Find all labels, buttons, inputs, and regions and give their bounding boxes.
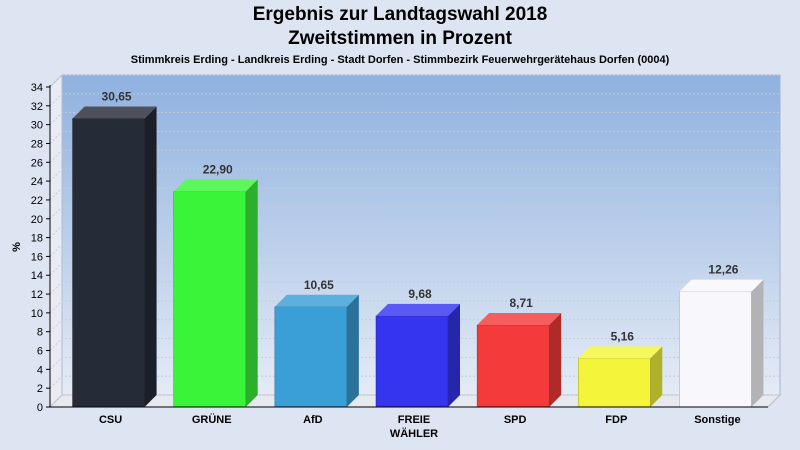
chart-title: Ergebnis zur Landtagswahl 2018	[252, 4, 548, 25]
bar-side	[751, 279, 764, 407]
x-tick-label: CSU	[99, 414, 122, 426]
y-tick-label: 28	[31, 138, 43, 150]
value-label: 8,71	[509, 296, 533, 310]
bar-top	[173, 179, 258, 192]
bar-side	[448, 303, 460, 407]
bar-freie-wähler	[375, 303, 460, 408]
value-labels: 30,65 22,90 10,65 9,68 8,71 5,16 12,26	[102, 90, 739, 344]
bar-fdp	[578, 346, 663, 408]
grid-line	[49, 375, 780, 389]
y-tick-label: 34	[31, 82, 43, 94]
y-tick-label: 2	[37, 383, 43, 395]
value-label: 9,68	[408, 287, 432, 301]
bar-top	[477, 313, 562, 326]
bar-front	[274, 306, 348, 408]
value-label: 12,26	[708, 263, 738, 277]
y-tick-label: 32	[31, 101, 43, 113]
grid-line	[49, 206, 780, 220]
y-tick-label: 20	[31, 214, 43, 226]
y-tick-label: 14	[31, 270, 43, 282]
value-label: 5,16	[611, 329, 635, 343]
y-tick-label: 30	[31, 120, 43, 132]
x-tick-label: GRÜNE	[192, 413, 232, 426]
bar-side	[549, 313, 562, 407]
bars	[72, 106, 764, 408]
bar-side	[346, 294, 359, 407]
bar-front	[476, 324, 550, 408]
x-tick-label: WÄHLER	[390, 427, 438, 440]
bar-top	[679, 279, 764, 292]
x-tick-label: AfD	[303, 414, 323, 426]
x-tick-label: FDP	[605, 414, 627, 426]
grid-line	[49, 281, 780, 295]
grid-line	[49, 93, 780, 107]
bar-side	[245, 179, 258, 407]
bar-top	[376, 303, 460, 316]
grid-line	[49, 394, 780, 408]
x-tick-label: FREIE	[398, 414, 430, 426]
bar-spd	[476, 313, 562, 408]
bar-top	[578, 346, 663, 359]
grid-line	[49, 300, 780, 314]
bar-top	[274, 294, 359, 307]
y-tick-label: 6	[37, 346, 43, 358]
grid-line	[49, 149, 780, 163]
bar-front	[375, 315, 449, 408]
grid-line	[49, 319, 780, 333]
y-tick-label: 0	[37, 402, 43, 414]
y-axis-label: %	[11, 242, 23, 252]
y-tick-label: 24	[31, 176, 43, 188]
y-tick-label: 18	[31, 233, 43, 245]
chart-title-line2: Zweitstimmen in Prozent	[288, 28, 512, 49]
value-label: 10,65	[304, 278, 334, 292]
x-tick-label: SPD	[504, 414, 527, 426]
grid-line	[49, 168, 780, 182]
y-tick-label: 8	[37, 327, 43, 339]
bar-front	[72, 118, 145, 408]
bar-front	[173, 191, 246, 408]
bar-top	[72, 106, 157, 119]
grid-line	[49, 225, 780, 238]
bar-side	[650, 346, 663, 407]
bar-csu	[72, 106, 157, 408]
bar-afd	[274, 294, 359, 408]
grid-line	[49, 338, 780, 351]
y-tick-label: 16	[31, 251, 43, 263]
y-tick-label: 12	[31, 289, 43, 301]
side-wall	[49, 73, 63, 409]
y-tick-label: 26	[31, 157, 43, 169]
bar-front	[679, 291, 752, 408]
grid-line	[49, 262, 780, 276]
y-tick-label: 22	[31, 195, 43, 207]
grid-line	[49, 74, 780, 88]
x-tick-label: Sonstige	[694, 414, 740, 426]
grid-line	[49, 356, 780, 370]
grid-line	[49, 112, 780, 126]
grid-line	[49, 130, 780, 144]
bar-sonstige	[679, 279, 764, 408]
grid-line	[49, 187, 780, 201]
grid-line	[49, 243, 780, 257]
chart-subtitle: Stimmkreis Erding - Landkreis Erding - S…	[130, 54, 670, 66]
value-label: 22,90	[203, 162, 233, 176]
bar-side	[144, 106, 157, 407]
bar-grüne	[173, 179, 258, 408]
grid-lines	[49, 74, 780, 408]
y-tick-label: 4	[37, 364, 43, 376]
bar-front	[578, 358, 651, 408]
y-tick-label: 10	[31, 308, 43, 320]
value-label: 30,65	[102, 90, 132, 104]
